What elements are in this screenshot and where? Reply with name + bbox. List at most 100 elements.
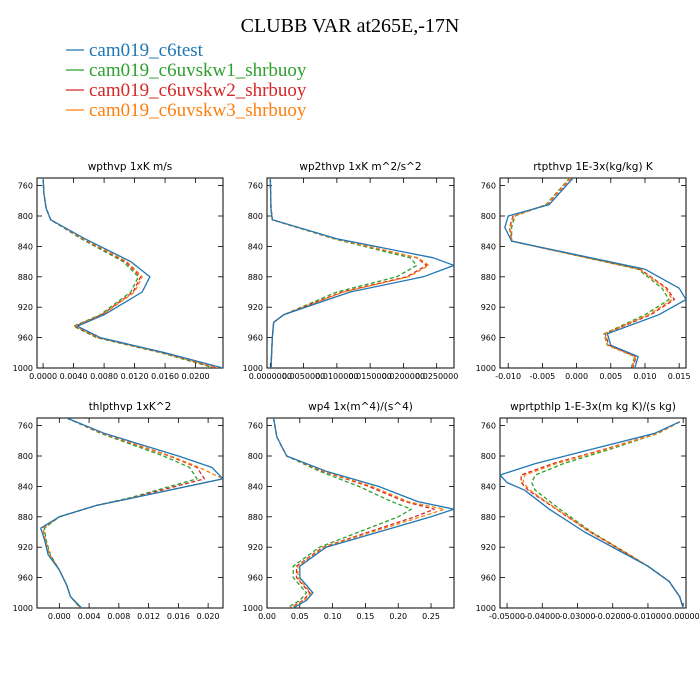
x-tick-label: 0.0200000 <box>382 372 425 381</box>
y-tick-label: 920 <box>248 303 263 312</box>
series-line-cam019_c6uvskw2_shrbuoy <box>42 418 206 608</box>
y-tick-label: 800 <box>481 212 496 221</box>
x-tick-label: 0.15 <box>357 612 375 621</box>
panel-title: thlpthvp 1xK^2 <box>89 401 172 413</box>
x-tick-label: 0.0040 <box>60 372 88 381</box>
y-tick-label: 760 <box>481 182 496 191</box>
y-tick-label: 1000 <box>243 604 263 613</box>
series-line-cam019_c6uvskw2_shrbuoy <box>508 178 676 368</box>
y-tick-label: 960 <box>18 334 33 343</box>
x-tick-label: -0.03000 <box>560 612 596 621</box>
y-tick-label: 920 <box>18 303 33 312</box>
y-tick-label: 1000 <box>476 604 496 613</box>
y-tick-label: 760 <box>481 422 496 431</box>
y-tick-label: 960 <box>481 334 496 343</box>
y-tick-label: 760 <box>18 182 33 191</box>
panel-title: rtpthvp 1E-3x(kg/kg) K <box>533 161 654 173</box>
series-line-cam019_c6uvskw3_shrbuoy <box>272 418 445 608</box>
panel-title: wp2thvp 1xK m^2/s^2 <box>299 161 421 173</box>
chart-panel-4: thlpthvp 1xK^2 760 800 840 880 920 960 1000 0.00… <box>13 401 224 621</box>
x-tick-label: 0.20 <box>389 612 407 621</box>
legend-entry: cam019_c6test <box>66 40 204 61</box>
x-tick-label: 0.0200 <box>182 372 210 381</box>
x-tick-label: -0.005 <box>529 372 555 381</box>
x-tick-label: 0.0000 <box>29 372 57 381</box>
x-tick-label: 0.0000000 <box>249 372 292 381</box>
y-tick-label: 960 <box>248 334 263 343</box>
series-line-cam019_c6uvskw3_shrbuoy <box>522 421 684 608</box>
y-tick-label: 960 <box>481 574 496 583</box>
x-tick-label: 0.000 <box>48 612 71 621</box>
plot-frame <box>266 177 455 369</box>
series-line-cam019_c6uvskw1_shrbuoy <box>272 418 413 608</box>
x-tick-label: 0.0050000 <box>282 372 325 381</box>
y-tick-label: 800 <box>18 452 33 461</box>
legend-entry: cam019_c6uvskw1_shrbuoy <box>66 60 307 81</box>
series-line-cam019_c6uvskw1_shrbuoy <box>510 178 670 368</box>
panel-title: wp4 1x(m^4)/(s^4) <box>308 401 413 413</box>
y-tick-label: 880 <box>18 513 33 522</box>
x-tick-label: 0.015 <box>668 372 691 381</box>
x-tick-label: 0.004 <box>78 612 101 621</box>
y-tick-label: 800 <box>481 452 496 461</box>
y-tick-label: 1000 <box>13 364 33 373</box>
plot-frame <box>499 417 687 609</box>
y-tick-label: 840 <box>248 242 263 251</box>
y-tick-label: 800 <box>248 212 263 221</box>
x-tick-label: 0.010 <box>634 372 657 381</box>
legend-label: cam019_c6uvskw3_shrbuoy <box>89 100 307 121</box>
y-tick-label: 800 <box>248 452 263 461</box>
y-tick-label: 880 <box>18 273 33 282</box>
x-tick-label: 0.016 <box>167 612 190 621</box>
x-tick-label: 0.0120 <box>121 372 149 381</box>
plot-frame <box>266 417 455 609</box>
panel-title: wprtpthlp 1-E-3x(m kg K)/(s kg) <box>510 401 676 413</box>
y-tick-label: 840 <box>481 242 496 251</box>
y-tick-label: 840 <box>18 242 33 251</box>
series-line-cam019_c6uvskw2_shrbuoy <box>272 418 435 608</box>
y-tick-label: 920 <box>248 543 263 552</box>
series-line-cam019_c6test <box>500 421 684 608</box>
y-tick-label: 880 <box>248 513 263 522</box>
chart-panel-6: wprtpthlp 1-E-3x(m kg K)/(s kg) 760 800 840… <box>476 401 700 621</box>
x-tick-label: 0.0150000 <box>349 372 392 381</box>
x-tick-label: -0.05000 <box>489 612 525 621</box>
y-tick-label: 760 <box>18 422 33 431</box>
y-tick-label: 840 <box>18 482 33 491</box>
x-tick-label: -0.01000 <box>630 612 666 621</box>
chart-panel-5: wp4 1x(m^4)/(s^4)76080084088092096010000… <box>243 401 455 621</box>
x-tick-label: 0.020 <box>197 612 220 621</box>
chart-panel-1: wpthvp 1xK m/s76080084088092096010000.00… <box>13 161 224 381</box>
legend-entry: cam019_c6uvskw3_shrbuoy <box>66 100 307 121</box>
y-tick-label: 760 <box>248 422 263 431</box>
series-line-cam019_c6test <box>42 178 223 368</box>
x-tick-label: 0.0250000 <box>415 372 458 381</box>
plot-frame <box>36 417 224 609</box>
chart-panel-2: wp2thvp 1xK m^2/s^2 760 800 840 880 920 960 100… <box>243 161 459 381</box>
x-tick-label: 0.0080 <box>90 372 118 381</box>
plot-frame <box>499 177 687 369</box>
y-tick-label: 840 <box>481 482 496 491</box>
x-tick-label: 0.25 <box>422 612 440 621</box>
series-line-cam019_c6test <box>504 178 686 368</box>
x-tick-label: 0.012 <box>137 612 160 621</box>
series-line-cam019_c6uvskw3_shrbuoy <box>42 178 219 368</box>
legend: cam019_c6test cam019_c6uvskw1_shrbuoy ca… <box>66 40 307 121</box>
x-tick-label: 0.10 <box>324 612 342 621</box>
y-tick-label: 920 <box>18 543 33 552</box>
y-tick-label: 960 <box>248 574 263 583</box>
legend-entry: cam019_c6uvskw2_shrbuoy <box>66 80 307 101</box>
y-tick-label: 800 <box>18 212 33 221</box>
series-line-cam019_c6uvskw3_shrbuoy <box>269 178 430 368</box>
y-tick-label: 760 <box>248 182 263 191</box>
x-tick-label: 0.0160 <box>151 372 179 381</box>
x-tick-label: 0.000 <box>565 372 588 381</box>
series-line-cam019_c6uvskw2_shrbuoy <box>42 178 218 368</box>
y-tick-label: 880 <box>248 273 263 282</box>
y-tick-label: 1000 <box>243 364 263 373</box>
legend-label: cam019_c6uvskw2_shrbuoy <box>89 80 307 101</box>
y-tick-label: 920 <box>481 303 496 312</box>
legend-label: cam019_c6uvskw1_shrbuoy <box>89 60 307 81</box>
series-line-cam019_c6test <box>269 178 454 368</box>
